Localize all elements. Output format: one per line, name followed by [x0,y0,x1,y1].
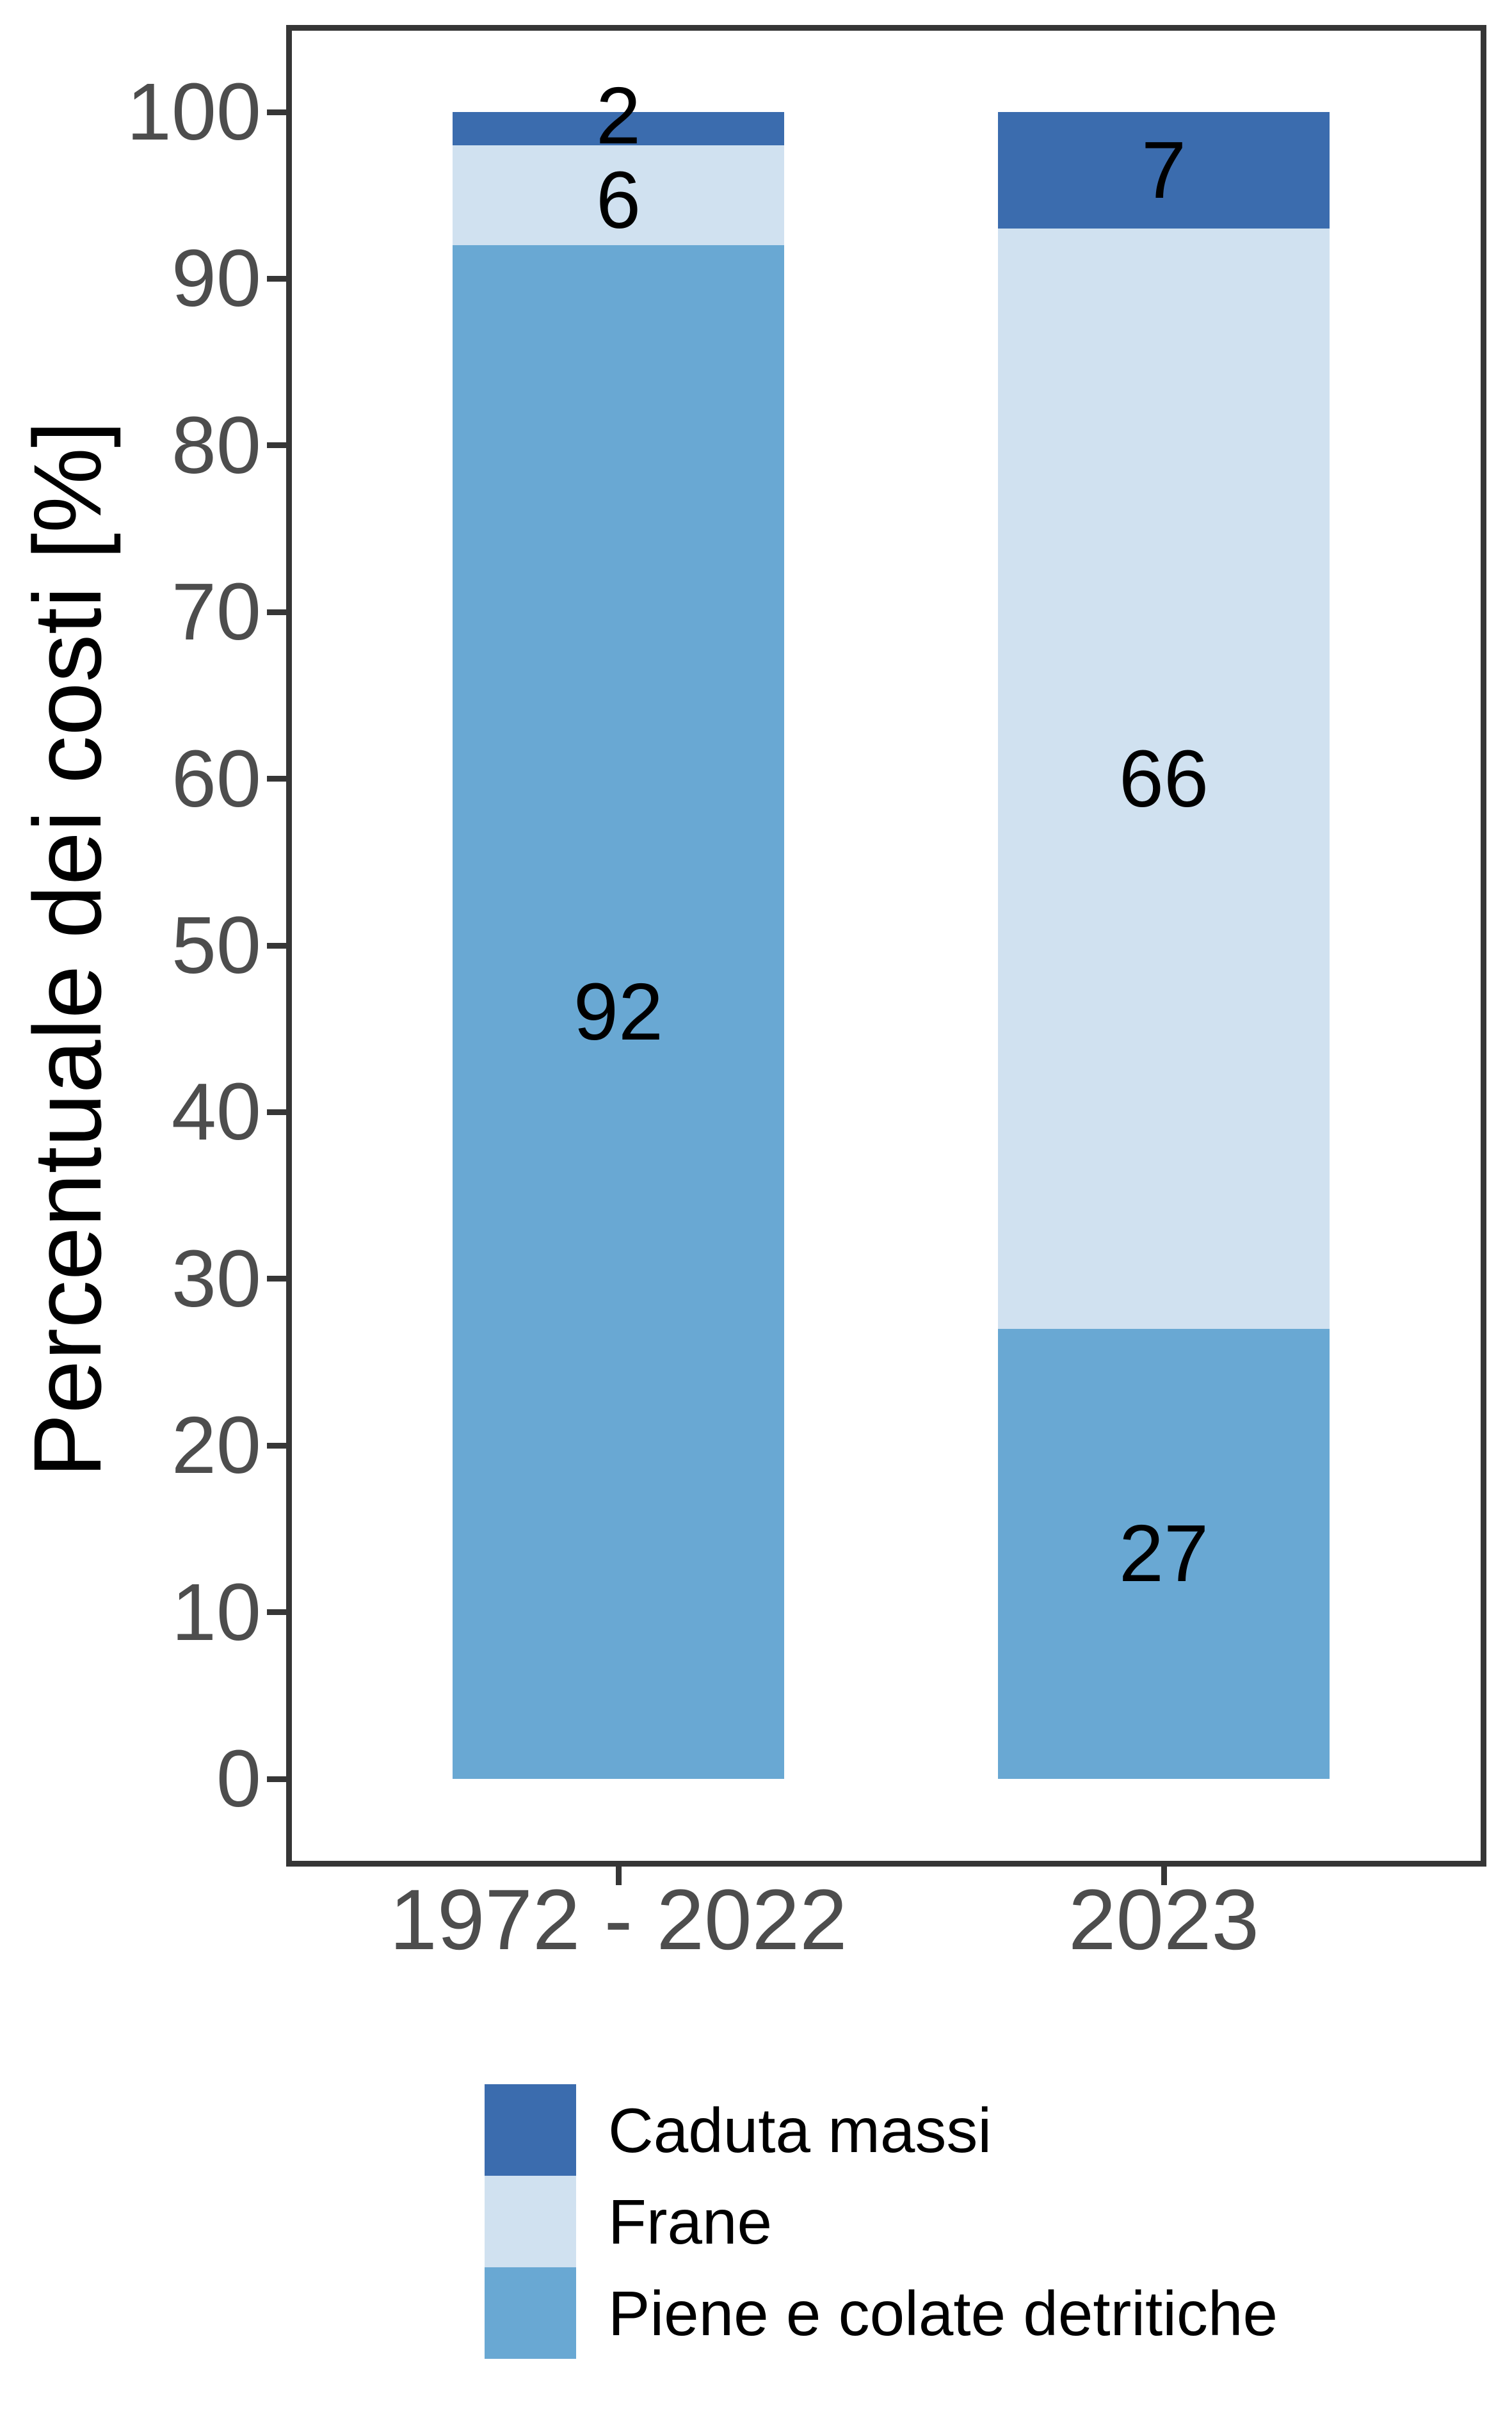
bar-value-label: 92 [573,967,664,1057]
y-axis-tick [267,1776,291,1782]
legend-label: Frane [608,2186,773,2257]
y-axis-tick-label: 90 [171,233,261,324]
legend-swatch-piene-e-colate-detritiche [485,2267,576,2359]
y-axis-tick-label: 30 [171,1233,261,1324]
bar-value-label: 6 [595,155,641,246]
x-axis-tick [615,1861,622,1885]
y-axis-tick-label: 100 [126,67,261,157]
y-axis-tick [267,1442,291,1449]
y-axis-title: Percentuale dei costi [%] [13,421,121,1478]
legend-swatch-caduta-massi [485,2084,576,2176]
legend-swatch-frane [485,2176,576,2267]
y-axis-tick-label: 40 [171,1066,261,1157]
bar-segment-piene-e-colate-detritiche [998,1328,1330,1779]
y-axis-tick-label: 50 [171,900,261,990]
legend-label: Piene e colate detritiche [608,2278,1278,2349]
x-axis-tick-label: 2023 [1068,1872,1260,1968]
y-axis-tick [267,1609,291,1616]
bar-segment-frane [998,229,1330,1329]
y-axis-tick-label: 70 [171,567,261,657]
y-axis-tick [267,275,291,282]
bar-segment-caduta-massi [998,112,1330,229]
y-axis-tick [267,942,291,949]
bar-segment-piene-e-colate-detritiche [453,245,784,1779]
y-axis-tick [267,1109,291,1115]
y-axis-tick-label: 0 [216,1733,261,1824]
y-axis-tick [267,609,291,615]
y-axis-tick [267,776,291,782]
legend-label: Caduta massi [608,2094,992,2166]
y-axis-tick-label: 60 [171,733,261,824]
bar-segment-frane [453,145,784,246]
bar-value-label: 66 [1118,733,1209,824]
bar-value-label: 7 [1141,125,1187,216]
bar-value-label: 27 [1118,1508,1209,1599]
x-axis-tick [1161,1861,1167,1885]
y-axis-tick-label: 20 [171,1400,261,1491]
y-axis-tick-label: 10 [171,1566,261,1657]
x-axis-tick-label: 1972 - 2022 [389,1872,848,1968]
y-axis-tick-label: 80 [171,399,261,490]
y-axis-tick [267,109,291,115]
bar-value-label: 2 [595,70,641,161]
y-axis-tick [267,1276,291,1282]
y-axis-tick [267,442,291,449]
bar-segment-caduta-massi [453,112,784,146]
